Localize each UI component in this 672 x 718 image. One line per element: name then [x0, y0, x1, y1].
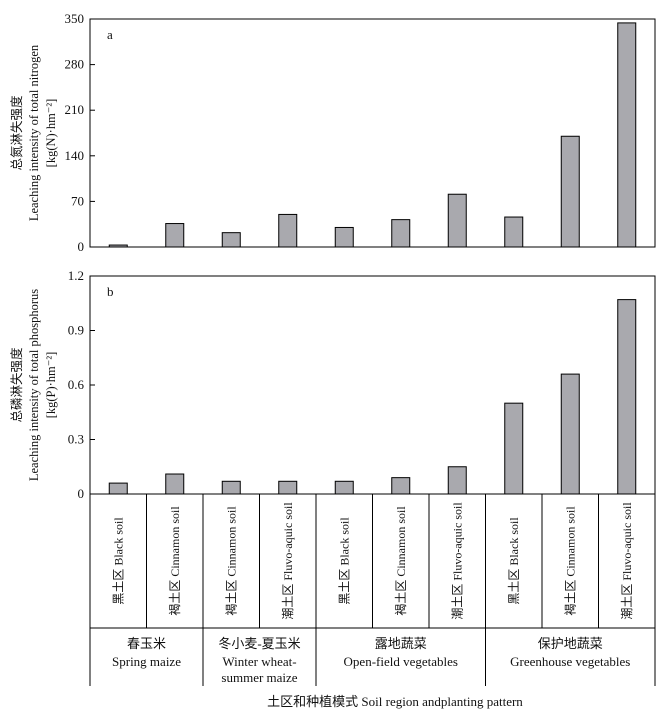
bar — [391, 219, 411, 248]
y-axis-unit: [kg(P)·hm⁻²] — [44, 352, 58, 419]
panel-label: b — [107, 284, 114, 299]
bar — [504, 402, 524, 495]
panel-b: 0 0.3 0.6 0.9 1.2 b 总磷淋失强度 Leaching intensity o… — [9, 268, 656, 501]
y-axis-label-zh: 总磷淋失强度 — [9, 347, 24, 423]
bar — [560, 135, 580, 248]
y-tick-label: 0 — [78, 486, 85, 501]
plot-frame — [89, 18, 656, 248]
x-tick-label: 褐土区 Cinnamon soil — [223, 506, 238, 616]
x-tick-label: 黑土区 Black soil — [337, 517, 351, 605]
panel-label: a — [107, 27, 113, 42]
y-tick-label: 70 — [71, 193, 84, 208]
y-axis-unit: [kg(N)·hm⁻²] — [44, 99, 58, 168]
y-tick-label: 0.9 — [68, 323, 84, 338]
bar — [278, 480, 298, 495]
category-table: 黑土区 Black soil 褐土区 Cinnamon soil 褐土区 Cinna… — [89, 494, 656, 686]
y-tick-label: 210 — [65, 102, 85, 117]
bar — [617, 299, 637, 495]
bar — [165, 223, 185, 248]
bar — [108, 482, 128, 495]
group-label-zh: 春玉米 — [127, 636, 166, 651]
bar — [221, 480, 241, 495]
bar — [334, 480, 354, 495]
bar — [108, 244, 128, 248]
x-tick-label: 潮土区 Fluvo-aquic soil — [619, 502, 634, 620]
y-tick-label: 280 — [65, 57, 85, 72]
y-tick-label: 0.6 — [68, 377, 85, 392]
y-axis-label-en: Leaching intensity of total nitrogen — [27, 44, 41, 221]
y-tick-label: 0.3 — [68, 432, 84, 447]
bar — [391, 477, 411, 495]
bar — [334, 226, 354, 248]
group-label-en: Greenhouse vegetables — [510, 654, 630, 669]
bar — [504, 216, 524, 248]
group-label-en: Open-field vegetables — [344, 654, 458, 669]
bar — [447, 193, 467, 248]
group-label-en: summer maize — [221, 670, 297, 685]
bar — [560, 373, 580, 495]
y-tick-label: 0 — [78, 239, 85, 254]
y-axis-label-zh: 总氮淋失强度 — [9, 95, 24, 171]
group-label-zh: 露地蔬菜 — [375, 636, 427, 651]
panel-a: 0 70 140 210 280 350 a 总氮淋失强度 Leaching intensity… — [9, 11, 656, 254]
bar — [447, 466, 467, 495]
y-tick-label: 350 — [65, 11, 85, 26]
x-tick-label: 潮土区 Fluvo-aquic soil — [280, 502, 295, 620]
y-axis-label-en: Leaching intensity of total phosphorus — [27, 289, 41, 481]
bar — [278, 213, 298, 248]
group-label-en: Spring maize — [112, 654, 181, 669]
bar — [221, 232, 241, 248]
x-axis-label: 土区和种植模式 Soil region andplanting pattern — [267, 694, 523, 709]
group-label-zh: 保护地蔬菜 — [538, 636, 603, 651]
x-tick-label: 黑土区 Black soil — [507, 517, 521, 605]
bar — [617, 22, 637, 248]
x-tick-label: 黑土区 Black soil — [111, 517, 125, 605]
y-tick-label: 1.2 — [68, 268, 84, 283]
x-tick-label: 褐土区 Cinnamon soil — [393, 506, 408, 616]
x-tick-label: 潮土区 Fluvo-aquic soil — [449, 502, 464, 620]
x-tick-label: 褐土区 Cinnamon soil — [562, 506, 577, 616]
y-tick-label: 140 — [65, 148, 85, 163]
group-label-en: Winter wheat- — [222, 654, 296, 669]
bar — [165, 473, 185, 495]
group-label-zh: 冬小麦-夏玉米 — [218, 636, 300, 651]
x-tick-label: 褐土区 Cinnamon soil — [167, 506, 182, 616]
